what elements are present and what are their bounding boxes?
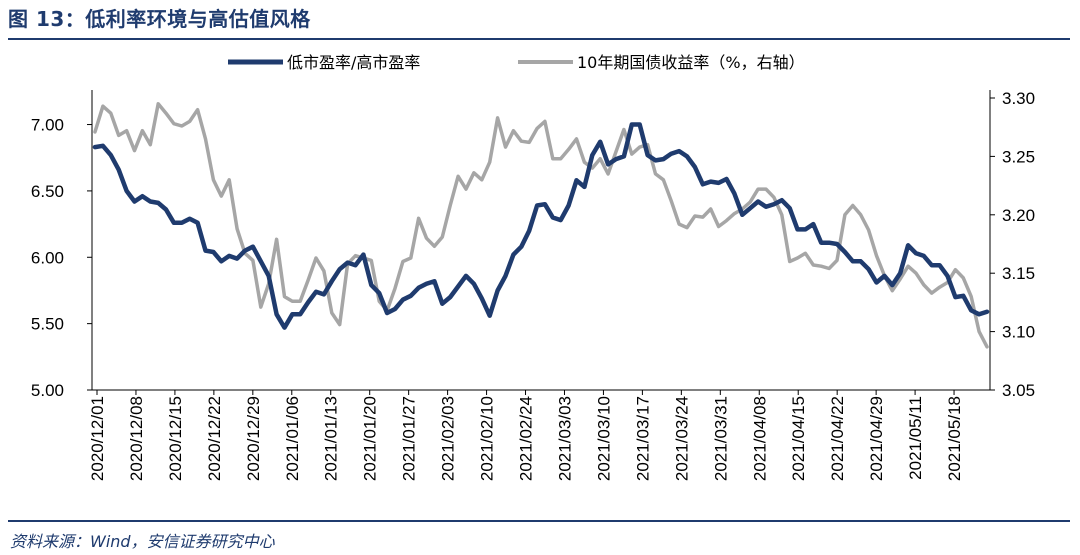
y-left-tick-labels: 5.00 5.50 6.00 6.50 7.00 — [31, 116, 64, 400]
x-tick-label: 2021/03/31 — [711, 396, 730, 481]
x-tick-label: 2020/12/01 — [88, 396, 107, 481]
x-tick-label: 2021/02/10 — [478, 396, 497, 481]
y-left-tick-label: 7.00 — [31, 116, 64, 135]
y-left-tick-label: 6.50 — [31, 182, 64, 201]
y-right-tick-label: 3.25 — [1002, 147, 1035, 166]
x-tick-label: 2021/03/24 — [672, 396, 691, 481]
x-tick-label: 2020/12/15 — [166, 396, 185, 481]
y-left-tick-label: 6.00 — [31, 248, 64, 267]
x-tick-label: 2021/01/13 — [322, 396, 341, 481]
x-tick-label: 2021/05/11 — [906, 396, 925, 480]
y-right-tick-label: 3.15 — [1002, 264, 1035, 283]
legend-label-yield: 10年期国债收益率（%，右轴） — [577, 53, 805, 72]
x-tick-label: 2021/03/17 — [633, 396, 652, 481]
x-tick-label: 2021/04/22 — [828, 396, 847, 481]
x-tick-label: 2021/01/06 — [283, 396, 302, 481]
series-line-10y-yield — [93, 102, 989, 349]
x-tick-label: 2020/12/22 — [205, 396, 224, 481]
x-tick-label: 2021/02/24 — [517, 396, 536, 481]
x-tick-label: 2021/01/27 — [400, 396, 419, 481]
legend-label-pe: 低市盈率/高市盈率 — [287, 53, 420, 72]
line-chart: 低市盈率/高市盈率 10年期国债收益率（%，右轴） 5.00 5.50 6.00 6.… — [31, 53, 1035, 481]
y-right-tick-label: 3.30 — [1002, 89, 1035, 108]
x-tick-label: 2021/03/03 — [555, 396, 574, 481]
axes — [87, 90, 995, 395]
legend: 低市盈率/高市盈率 10年期国债收益率（%，右轴） — [228, 53, 805, 72]
series-line-pe-ratio — [92, 122, 990, 330]
x-tick-label: 2021/05/18 — [945, 396, 964, 481]
y-right-tick-labels: 3.05 3.10 3.15 3.20 3.25 3.30 — [1002, 89, 1035, 400]
x-tick-label: 2021/01/20 — [361, 396, 380, 481]
x-tick-label: 2021/04/15 — [789, 396, 808, 481]
title-rule — [8, 38, 1070, 40]
x-tick-label: 2020/12/29 — [244, 396, 263, 481]
footer-rule — [8, 520, 1070, 522]
x-tick-label: 2021/03/10 — [594, 396, 613, 481]
figure-title: 图 13：低利率环境与高估值风格 — [8, 7, 311, 31]
y-right-tick-label: 3.20 — [1002, 206, 1035, 225]
x-tick-label: 2021/04/08 — [750, 396, 769, 481]
y-left-tick-label: 5.00 — [31, 381, 64, 400]
series-lines — [92, 102, 990, 349]
x-tick-label: 2021/02/03 — [439, 396, 458, 481]
y-left-tick-label: 5.50 — [31, 315, 64, 334]
x-tick-label: 2020/12/08 — [127, 396, 146, 481]
y-right-tick-label: 3.10 — [1002, 323, 1035, 342]
y-right-tick-label: 3.05 — [1002, 381, 1035, 400]
source-note: 资料来源：Wind，安信证券研究中心 — [10, 532, 275, 551]
x-tick-labels: 2020/12/01 2020/12/08 2020/12/15 2020/12/22… — [88, 396, 964, 481]
x-tick-label: 2021/04/29 — [867, 396, 886, 481]
